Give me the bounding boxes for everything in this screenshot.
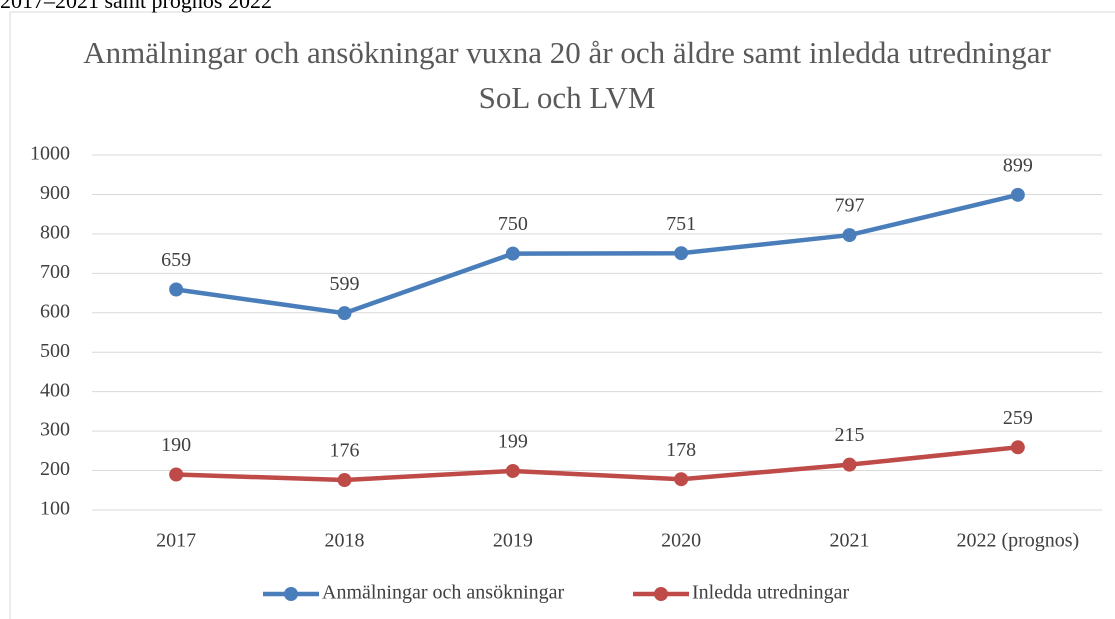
point-marker: [674, 472, 689, 487]
data-label: 259: [1003, 407, 1033, 429]
point-marker: [842, 228, 857, 243]
data-label: 215: [835, 424, 865, 446]
x-tick-label: 2018: [325, 530, 365, 552]
series-line: [176, 445, 1019, 483]
y-tick-label: 800: [40, 221, 70, 243]
data-label: 899: [1003, 154, 1033, 176]
x-tick-label: 2017: [156, 530, 196, 552]
y-tick-label: 900: [40, 182, 70, 204]
point-marker: [337, 306, 352, 321]
point-marker: [1010, 440, 1025, 455]
y-tick-label: 100: [40, 498, 70, 520]
data-label: 178: [666, 439, 696, 461]
x-tick-label: 2022 (prognos): [956, 530, 1079, 552]
point-marker: [1010, 187, 1025, 202]
chart-title: Anmälningar och ansökningar vuxna 20 år …: [83, 35, 1051, 115]
y-tick-label: 500: [40, 340, 70, 362]
x-tick-label: 2020: [661, 530, 701, 552]
y-tick-label: 200: [40, 458, 70, 480]
data-label: 199: [498, 431, 528, 453]
point-marker: [169, 467, 184, 482]
data-label: 797: [835, 195, 865, 217]
data-label: 659: [161, 249, 191, 271]
legend-marker: [654, 587, 668, 601]
y-tick-label: 700: [40, 261, 70, 283]
data-label: 751: [666, 213, 696, 235]
point-marker: [505, 246, 520, 261]
data-label: 190: [161, 434, 191, 456]
point-marker: [674, 246, 689, 261]
legend-label: Inledda utredningar: [692, 582, 849, 604]
data-label: 176: [330, 440, 360, 462]
y-tick-label: 600: [40, 300, 70, 322]
point-marker: [842, 457, 857, 472]
point-marker: [169, 282, 184, 297]
chart-border: [9, 11, 1115, 619]
point-marker: [505, 463, 520, 478]
legend-label: Anmälningar och ansökningar: [322, 582, 564, 604]
data-label: 750: [498, 213, 528, 235]
y-tick-label: 1000: [30, 143, 70, 165]
caption: 2017–2021 samt prognos 2022: [0, 0, 272, 13]
y-tick-label: 400: [40, 379, 70, 401]
data-label: 599: [330, 273, 360, 295]
x-tick-label: 2021: [830, 530, 870, 552]
point-marker: [337, 473, 352, 488]
legend-marker: [284, 587, 298, 601]
y-tick-label: 300: [40, 419, 70, 441]
x-tick-label: 2019: [493, 530, 533, 552]
series-line: [175, 192, 1019, 316]
